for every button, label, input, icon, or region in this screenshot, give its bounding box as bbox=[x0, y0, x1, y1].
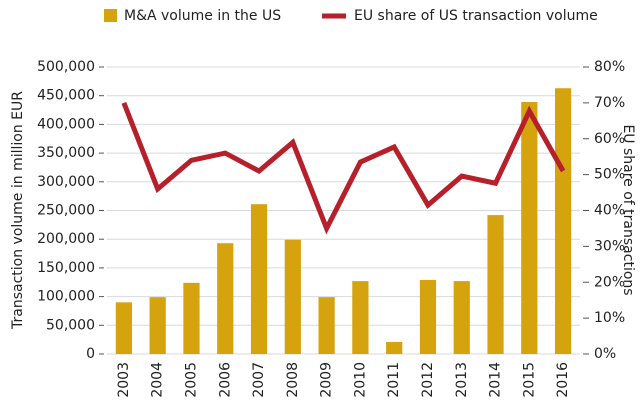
bar bbox=[453, 281, 470, 354]
x-tick-label: 2015 bbox=[521, 362, 537, 398]
x-tick-label: 2005 bbox=[183, 362, 199, 398]
y2-tick-label: 0% bbox=[594, 346, 616, 362]
y-tick-label: 150,000 bbox=[37, 260, 95, 276]
x-tick-label: 2006 bbox=[217, 362, 233, 398]
x-tick-label: 2012 bbox=[420, 362, 436, 398]
line bbox=[121, 101, 566, 235]
y2-tick-label: 40% bbox=[594, 203, 625, 219]
y2-tick-label: 80% bbox=[594, 59, 625, 75]
x-tick-label: 2013 bbox=[454, 362, 470, 398]
y2-tick-label: 50% bbox=[594, 167, 625, 183]
y-tick-label: 300,000 bbox=[37, 174, 95, 190]
y2-tick-label: 60% bbox=[594, 131, 625, 147]
y-tick-label: 350,000 bbox=[37, 145, 95, 161]
x-tick-label: 2011 bbox=[386, 362, 402, 398]
bar bbox=[115, 302, 133, 354]
bar bbox=[521, 102, 538, 354]
x-tick-label: 2008 bbox=[285, 362, 301, 398]
y-tick-label: 50,000 bbox=[46, 317, 95, 333]
bar bbox=[217, 243, 234, 354]
x-tick-label: 2004 bbox=[150, 362, 166, 398]
bar bbox=[318, 297, 335, 354]
y-tick-label: 200,000 bbox=[37, 231, 95, 247]
bar bbox=[250, 204, 268, 354]
x-tick-label: 2003 bbox=[116, 362, 132, 398]
y2-tick-label: 30% bbox=[594, 238, 625, 254]
x-tick-label: 2010 bbox=[352, 362, 368, 398]
y-tick-label: 500,000 bbox=[37, 59, 95, 75]
bar bbox=[183, 282, 200, 354]
bar bbox=[149, 297, 166, 354]
x-tick-label: 2014 bbox=[488, 362, 504, 398]
x-tick-label: 2009 bbox=[319, 362, 335, 398]
y-tick-label: 250,000 bbox=[37, 203, 95, 219]
y-tick-label: 450,000 bbox=[37, 88, 95, 104]
x-tick-label: 2016 bbox=[555, 362, 571, 398]
legend-label: EU share of US transaction volume bbox=[354, 8, 598, 24]
bar bbox=[419, 279, 437, 354]
bar bbox=[554, 88, 572, 354]
legend-swatch bbox=[104, 9, 117, 22]
y2-tick-label: 20% bbox=[594, 274, 625, 290]
x-tick-label: 2007 bbox=[251, 362, 267, 398]
bar bbox=[386, 341, 403, 354]
y-axis-label: Transaction volume in million EUR bbox=[10, 91, 26, 330]
y-tick-label: 100,000 bbox=[37, 289, 95, 305]
legend-label: M&A volume in the US bbox=[124, 8, 281, 24]
y-tick-label: 400,000 bbox=[37, 116, 95, 132]
bar bbox=[487, 215, 504, 354]
y2-tick-label: 10% bbox=[594, 310, 625, 326]
y2-axis-label: EU share of transactions bbox=[620, 124, 636, 295]
bar bbox=[352, 281, 369, 354]
bar bbox=[284, 239, 301, 354]
y2-tick-label: 70% bbox=[594, 95, 625, 111]
y-tick-label: 0 bbox=[86, 346, 95, 362]
